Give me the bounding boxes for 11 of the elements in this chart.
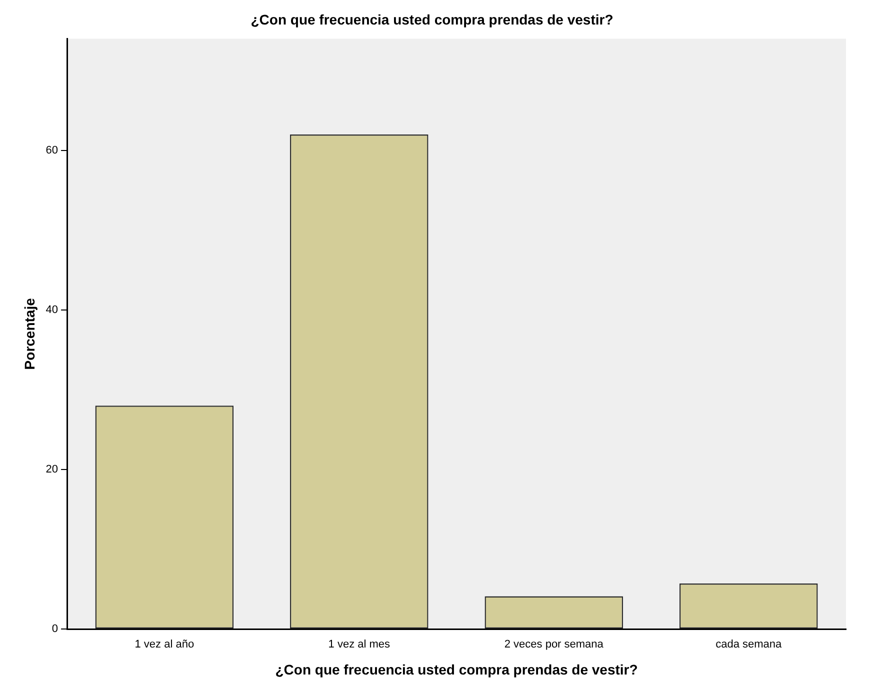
x-tick-label: 1 vez al año — [134, 638, 194, 651]
y-axis-title: Porcentaje — [21, 298, 38, 370]
x-tick-label: cada semana — [716, 638, 783, 651]
y-tick-label: 0 — [52, 623, 58, 636]
x-tick-label: 1 vez al mes — [328, 638, 391, 651]
y-tick-label: 20 — [46, 464, 58, 476]
chart-title: ¿Con que frecuencia usted compra prendas de vestir? — [250, 11, 614, 28]
x-axis-title: ¿Con que frecuencia usted compra prendas de vestir? — [275, 661, 638, 678]
x-tick-label: 2 veces por semana — [504, 638, 604, 651]
y-tick-label: 40 — [46, 304, 58, 316]
y-tick-label: 60 — [46, 144, 58, 156]
